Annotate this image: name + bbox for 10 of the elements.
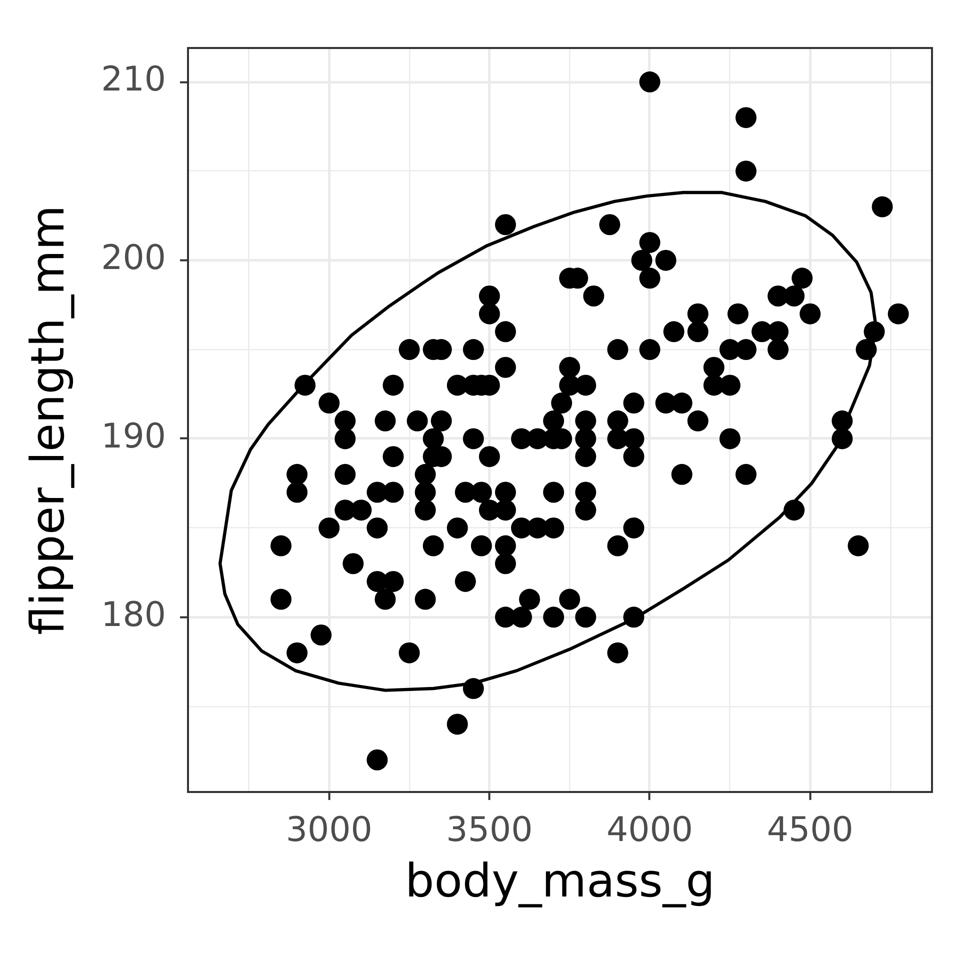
y-axis-title: flipper_length_mm [20, 205, 75, 635]
x-axis-title: body_mass_g [405, 853, 715, 908]
y-tick-label: 190 [101, 416, 166, 457]
y-tick-label: 210 [101, 60, 166, 100]
y-tick-label: 180 [101, 594, 166, 635]
x-tick-label: 3000 [286, 810, 372, 850]
y-tick-label: 200 [101, 238, 166, 278]
x-tick-label: 3500 [446, 810, 533, 850]
x-tick-label: 4500 [766, 810, 854, 850]
x-tick-label: 4000 [606, 810, 694, 850]
